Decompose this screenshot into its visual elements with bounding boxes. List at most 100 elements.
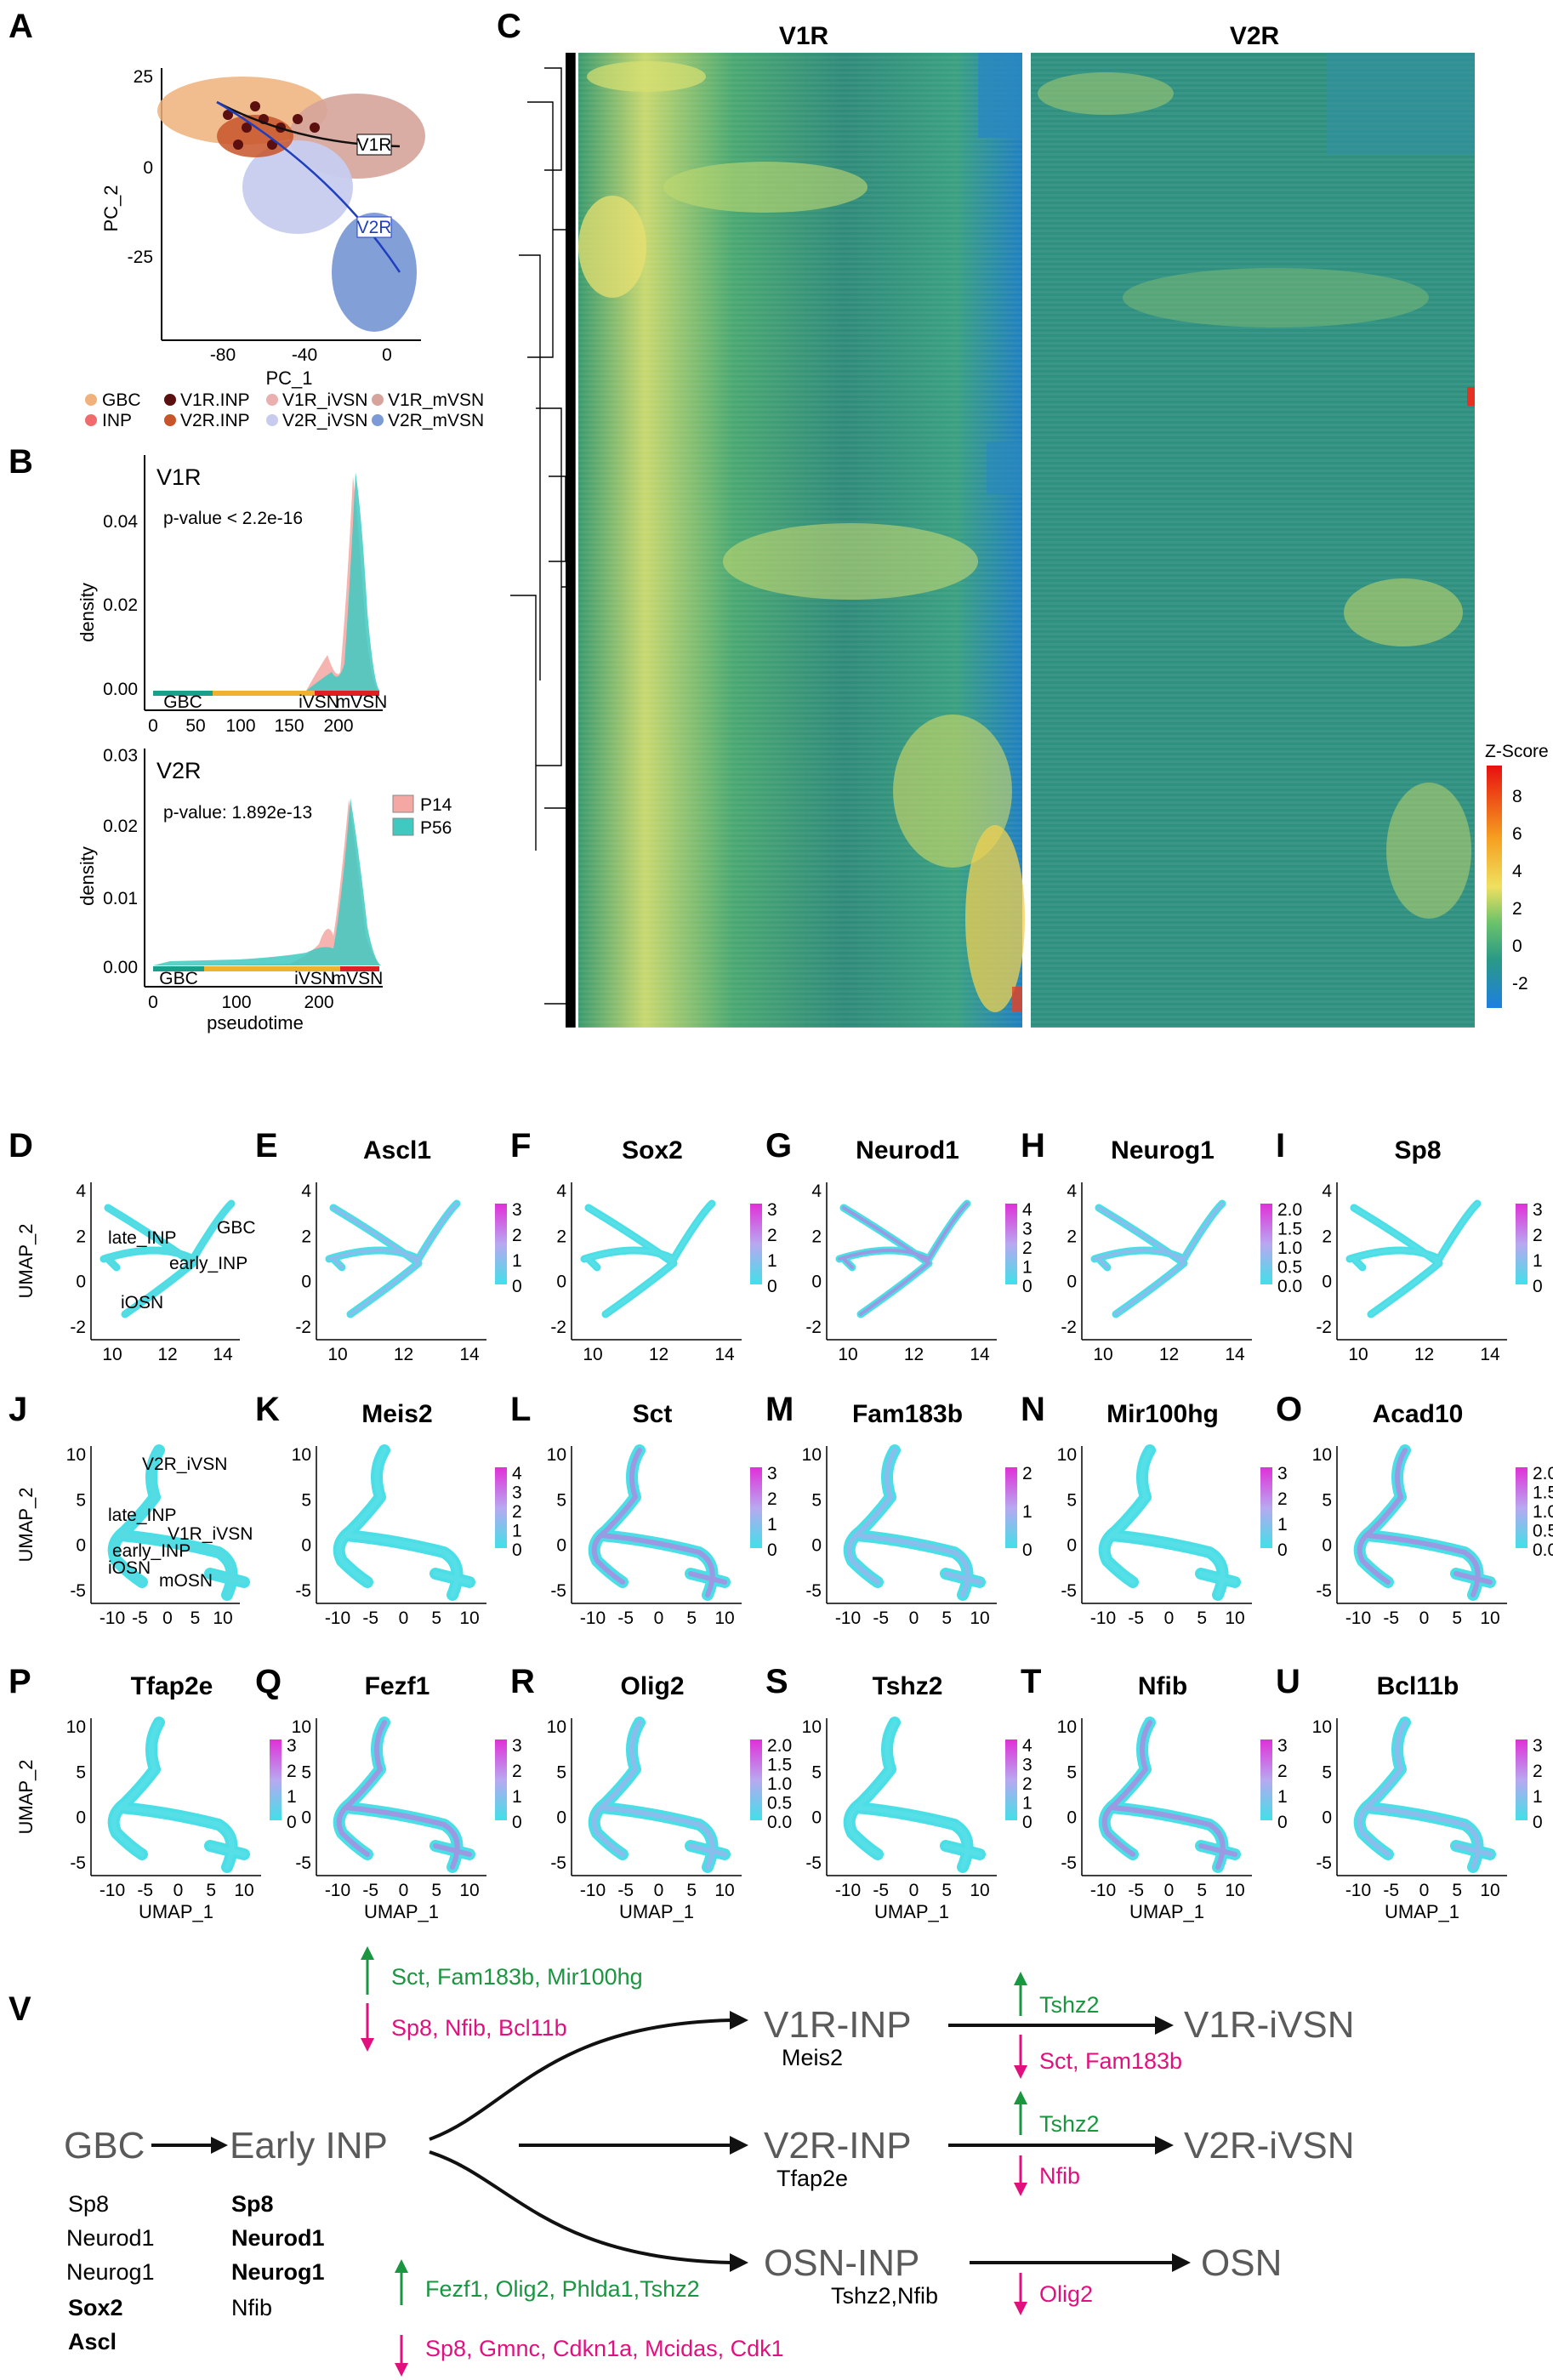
feature-colorbar-tick: 3 bbox=[767, 1200, 777, 1220]
feature-expression bbox=[336, 1448, 472, 1597]
feature-xtick: -5 bbox=[1128, 1881, 1144, 1900]
feature-colorbar-tick: 1 bbox=[1533, 1251, 1543, 1271]
feature-xtick: -5 bbox=[1383, 1881, 1399, 1900]
b2-stage-bar-mvsn bbox=[340, 966, 379, 971]
v-node-osn-inp: OSN-INP bbox=[764, 2242, 919, 2284]
feature-xtick: 12 bbox=[649, 1345, 668, 1364]
b1-xtick-4: 150 bbox=[274, 716, 304, 736]
feature-ytick: 2 bbox=[76, 1227, 86, 1246]
feature-xtick: 0 bbox=[1419, 1881, 1430, 1900]
feature-colorbar-tick: 3 bbox=[1022, 1220, 1032, 1239]
feature-colorbar-tick: 1.5 bbox=[1277, 1220, 1302, 1239]
v-osn-down: Sp8, Gmnc, Cdkn1a, Mcidas, Cdk1 bbox=[425, 2336, 784, 2361]
panel-letter-b: B bbox=[9, 443, 33, 481]
feature-colorbar bbox=[1516, 1467, 1527, 1548]
v-gbc-gene-1: Sp8 bbox=[68, 2191, 109, 2217]
v-node-v1r-ivsn: V1R-iVSN bbox=[1184, 2004, 1355, 2046]
feature-ytick: -2 bbox=[550, 1318, 566, 1337]
feature-xtick: -5 bbox=[137, 1881, 153, 1900]
feature-ytick: 5 bbox=[1067, 1490, 1077, 1510]
feature-expression bbox=[838, 1202, 969, 1316]
feature-xlabel: UMAP_1 bbox=[364, 1901, 439, 1922]
feature-expression bbox=[327, 1202, 458, 1316]
feature-ytick: 0 bbox=[76, 1808, 86, 1828]
feature-colorbar-tick: 2 bbox=[767, 1226, 777, 1245]
feature-ytick: 4 bbox=[1322, 1181, 1332, 1201]
feature-title-acad10: Acad10 bbox=[1373, 1400, 1464, 1428]
feature-title-sct: Sct bbox=[633, 1400, 673, 1428]
feature-colorbar-tick: 0 bbox=[1022, 1540, 1032, 1560]
c-colorbar-title: Z-Score bbox=[1485, 742, 1549, 761]
feature-ytick: 4 bbox=[76, 1181, 86, 1201]
feature-xtick: 5 bbox=[1452, 1608, 1462, 1628]
feature-ytick: 2 bbox=[301, 1227, 311, 1246]
v-early-gene-1: Sp8 bbox=[231, 2191, 274, 2217]
panel-letter-n: N bbox=[1021, 1391, 1045, 1428]
feature-colorbar bbox=[750, 1739, 762, 1820]
feature-ytick: -5 bbox=[1061, 1853, 1077, 1873]
cluster-label: V1R_iVSN bbox=[168, 1524, 253, 1544]
feature-xtick: 5 bbox=[206, 1881, 216, 1900]
b1-xtick-3: 100 bbox=[225, 716, 255, 736]
feature-ytick: 10 bbox=[547, 1717, 566, 1737]
a-legend-v1r-inp: V1R.INP bbox=[180, 390, 250, 410]
feature-ytick: 10 bbox=[1057, 1717, 1077, 1737]
feature-xtick: 10 bbox=[1348, 1345, 1368, 1364]
cluster-label: V2R_iVSN bbox=[142, 1455, 227, 1474]
feature-xtick: 12 bbox=[904, 1345, 924, 1364]
feature-colorbar-tick: 0 bbox=[1022, 1813, 1032, 1832]
feature-ytick: -5 bbox=[295, 1581, 311, 1601]
feature-embedding bbox=[835, 1199, 971, 1318]
panel-letter-f: F bbox=[510, 1127, 531, 1164]
b1-ytick-1: 0.04 bbox=[103, 512, 138, 532]
feature-ytick: 10 bbox=[802, 1717, 822, 1737]
feature-xtick: 5 bbox=[686, 1608, 697, 1628]
panel-letter-o: O bbox=[1276, 1391, 1302, 1428]
feature-colorbar-tick: 1.0 bbox=[1277, 1238, 1302, 1258]
feature-xtick: 12 bbox=[394, 1345, 413, 1364]
feature-colorbar-tick: 1 bbox=[287, 1787, 297, 1807]
panel-letter-k: K bbox=[255, 1391, 280, 1428]
feature-ytick: -5 bbox=[70, 1581, 86, 1601]
feature-xtick: -10 bbox=[325, 1608, 350, 1628]
feature-colorbar-tick: 1 bbox=[1022, 1258, 1032, 1278]
feature-colorbar-tick: 0.0 bbox=[1533, 1540, 1553, 1560]
feature-xtick: -10 bbox=[1345, 1608, 1371, 1628]
feature-ytick: 5 bbox=[76, 1490, 86, 1510]
feature-xtick: -10 bbox=[1090, 1881, 1116, 1900]
v-osn-up: Fezf1, Olig2, Phlda1,Tshz2 bbox=[425, 2276, 700, 2302]
feature-colorbar-tick: 1 bbox=[512, 1787, 522, 1807]
feature-xlabel: UMAP_1 bbox=[619, 1901, 694, 1922]
feature-ytick: -2 bbox=[1316, 1318, 1332, 1337]
cluster-label: late_INP bbox=[108, 1228, 177, 1248]
feature-colorbar-tick: 0 bbox=[512, 1277, 522, 1296]
feature-ytick: 0 bbox=[556, 1808, 566, 1828]
a-legend-v1r-ivsn: V1R_iVSN bbox=[282, 390, 367, 410]
feature-colorbar-tick: 3 bbox=[1022, 1756, 1032, 1775]
feature-embedding bbox=[1345, 1199, 1482, 1318]
feature-colorbar-tick: 1 bbox=[512, 1251, 522, 1271]
feature-colorbar-tick: 2 bbox=[767, 1489, 777, 1509]
feature-colorbar-tick: 0 bbox=[767, 1277, 777, 1296]
feature-xtick: -5 bbox=[1383, 1608, 1399, 1628]
panel-b: B V1R p-value < 2.2e-16 GBC iVSN mVSN 0.… bbox=[9, 443, 452, 1033]
v-node-gbc: GBC bbox=[64, 2125, 145, 2166]
feature-ytick: 0 bbox=[1322, 1808, 1332, 1828]
feature-xtick: 14 bbox=[714, 1345, 735, 1364]
feature-ytick: 0 bbox=[811, 1808, 822, 1828]
feature-colorbar-tick: 2.0 bbox=[1277, 1200, 1302, 1220]
feature-xtick: 10 bbox=[459, 1608, 479, 1628]
feature-colorbar-tick: 0 bbox=[287, 1813, 297, 1832]
v-early-gene-2: Neurod1 bbox=[231, 2225, 325, 2251]
b-legend-p56-swatch bbox=[392, 817, 414, 836]
feature-colorbar-tick: 1 bbox=[1533, 1787, 1543, 1807]
feature-expression bbox=[846, 1720, 982, 1870]
feature-expression bbox=[1101, 1448, 1237, 1597]
b2-stage-bar-ivsn bbox=[204, 966, 340, 971]
v-gbc-gene-4: Sox2 bbox=[68, 2295, 123, 2320]
feature-colorbar bbox=[750, 1467, 762, 1548]
cluster-label: early_INP bbox=[112, 1541, 191, 1561]
